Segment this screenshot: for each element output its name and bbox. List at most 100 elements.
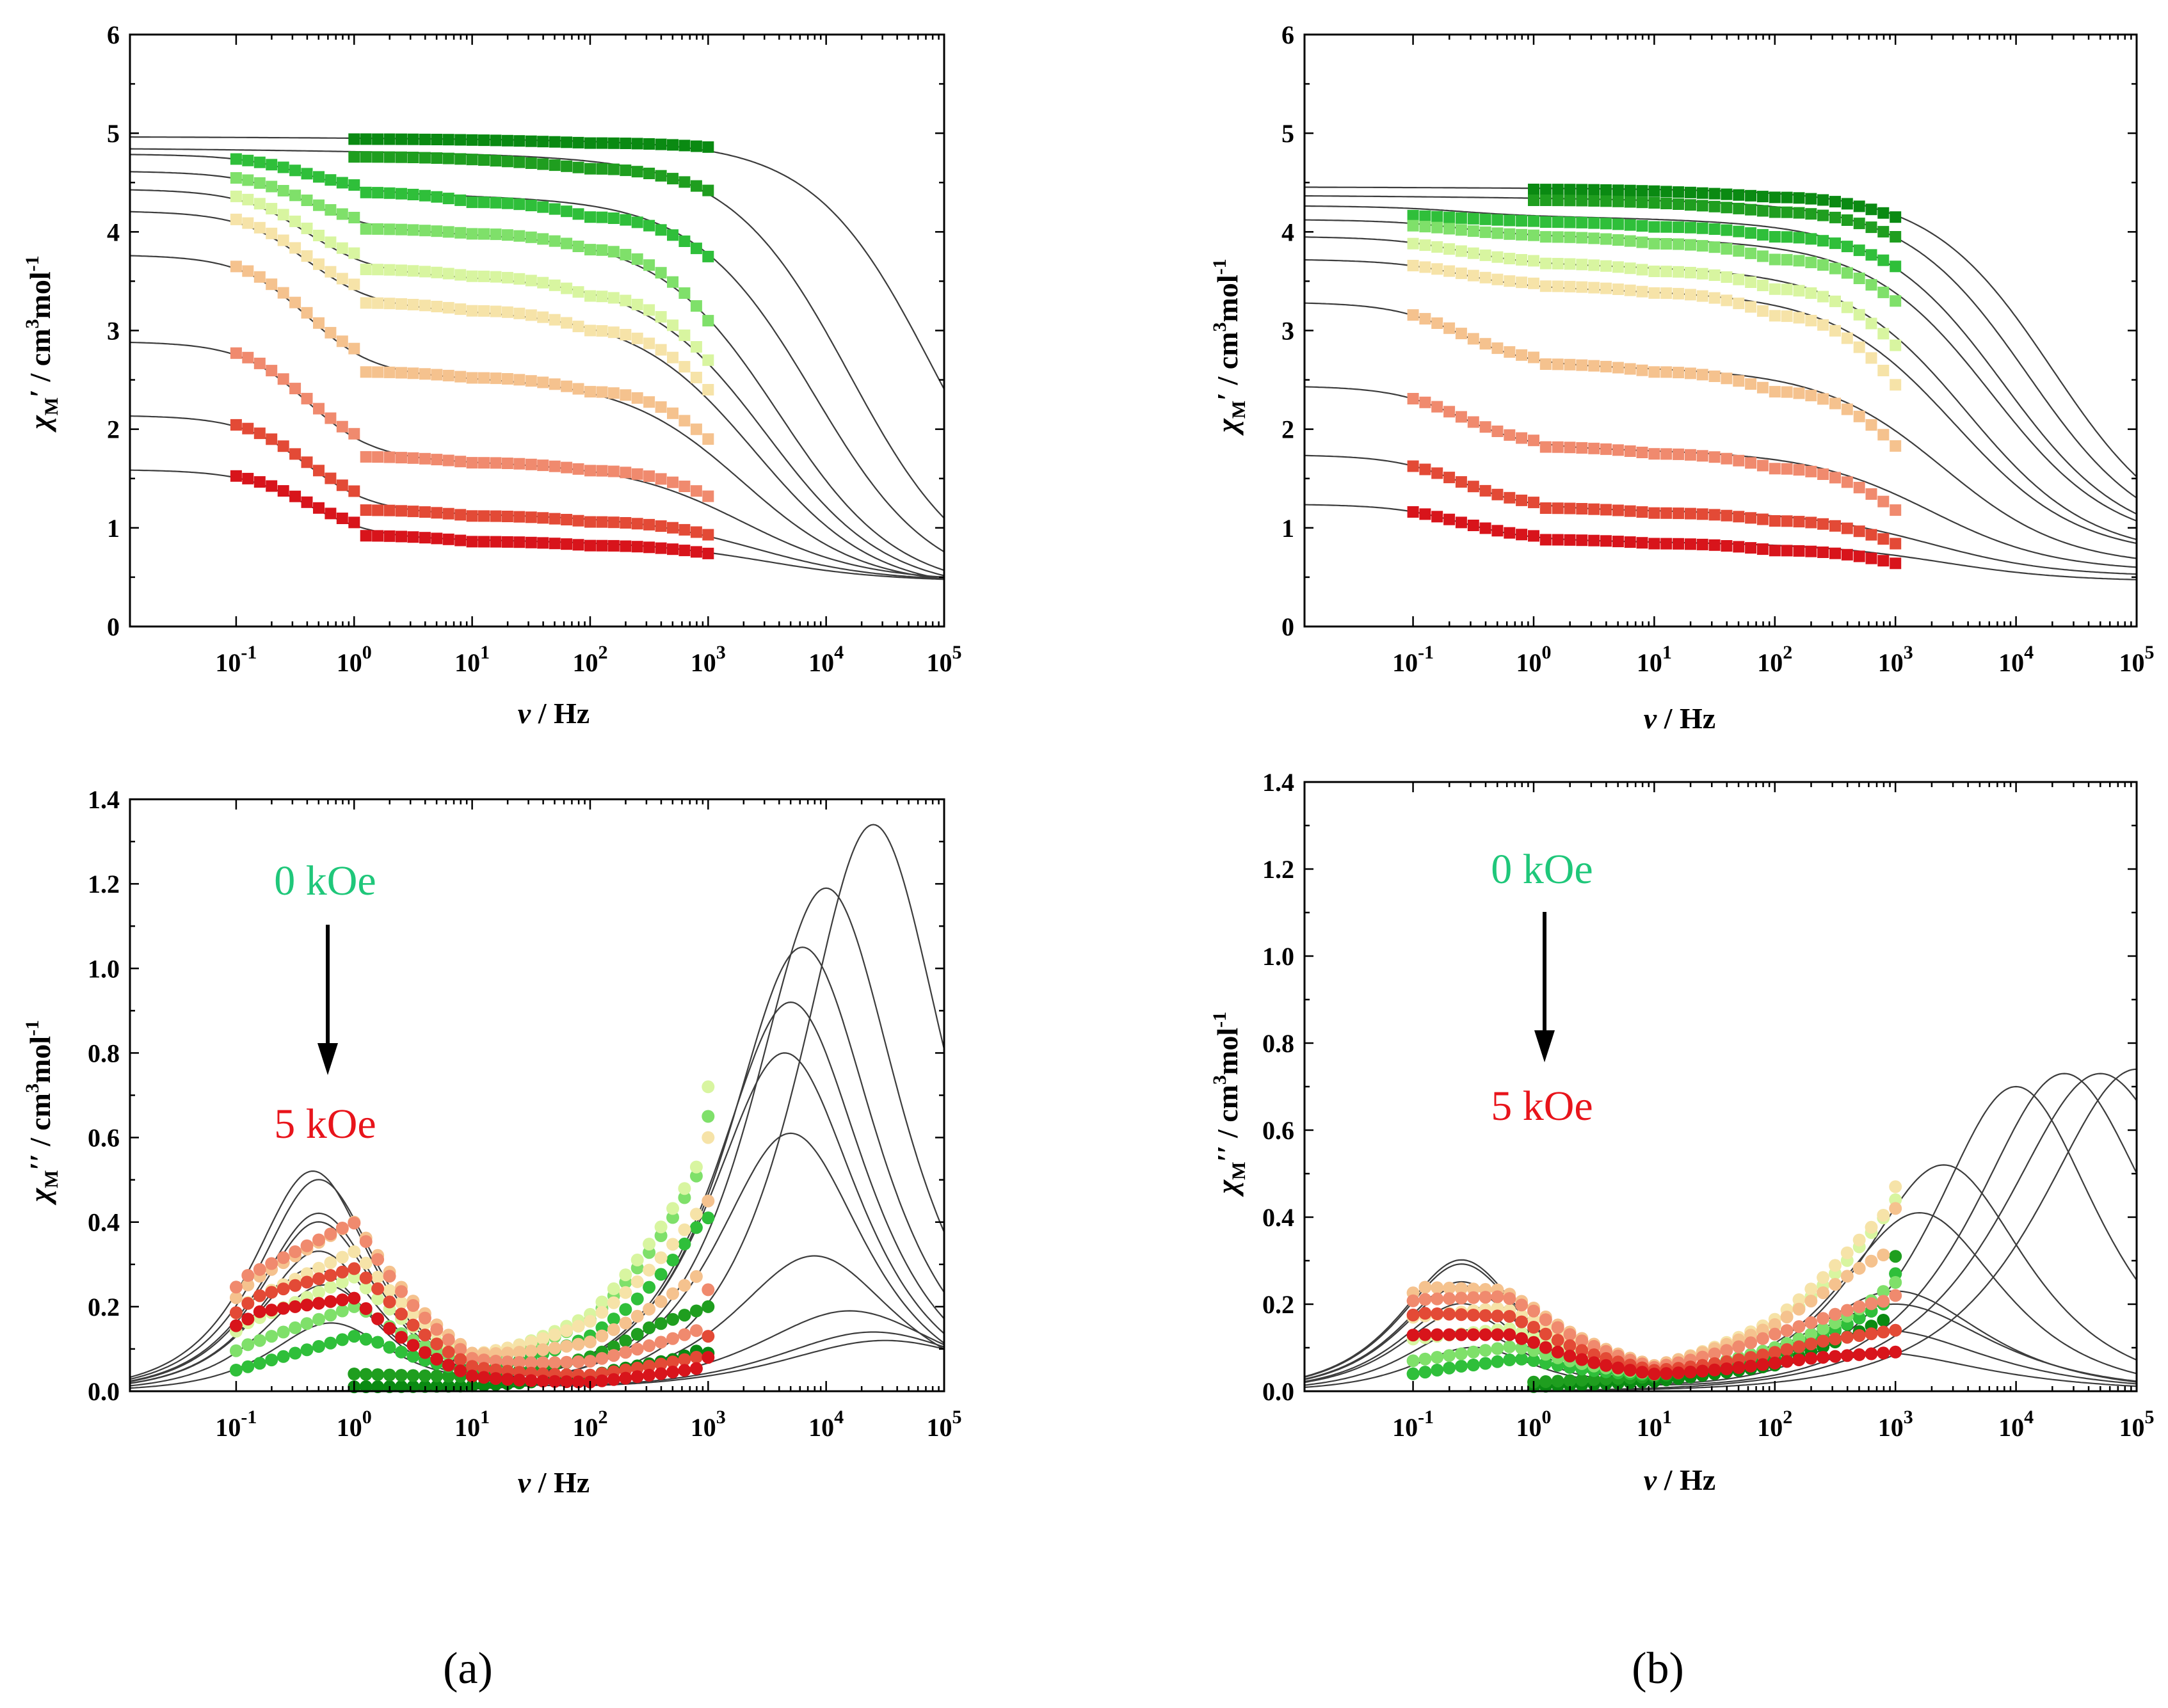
data-point bbox=[359, 1256, 373, 1270]
data-point bbox=[266, 480, 278, 492]
data-point bbox=[419, 189, 431, 202]
data-point bbox=[359, 1235, 373, 1249]
data-point bbox=[396, 505, 407, 517]
data-point bbox=[1479, 1291, 1492, 1304]
data-point bbox=[230, 172, 242, 184]
data-point bbox=[431, 532, 443, 545]
data-point bbox=[654, 1251, 668, 1265]
data-point bbox=[478, 196, 490, 209]
data-point bbox=[454, 303, 467, 315]
x-axis-label-a-bottom: ν / Hz bbox=[518, 1466, 590, 1499]
data-point bbox=[1419, 261, 1431, 273]
data-point bbox=[1708, 292, 1721, 304]
field-label-0-koe-a: 0 kOe bbox=[274, 858, 376, 904]
data-point bbox=[1527, 1321, 1540, 1334]
fit-line bbox=[130, 1001, 944, 1387]
data-point bbox=[1636, 264, 1648, 276]
data-point bbox=[607, 1282, 620, 1295]
data-point bbox=[1792, 1320, 1806, 1333]
x-tick-label: 100 bbox=[337, 1407, 372, 1442]
data-point bbox=[1407, 237, 1419, 250]
data-point bbox=[1745, 301, 1757, 313]
y-tick-label: 1.0 bbox=[88, 954, 120, 983]
data-point bbox=[655, 542, 667, 554]
data-point bbox=[406, 1369, 420, 1382]
data-point bbox=[525, 275, 537, 287]
data-point bbox=[572, 161, 584, 173]
data-point bbox=[1745, 189, 1757, 202]
data-point bbox=[1467, 416, 1479, 428]
data-point bbox=[1467, 247, 1479, 259]
x-tick-label: 105 bbox=[927, 642, 962, 677]
data-point bbox=[360, 223, 372, 235]
data-point bbox=[690, 300, 702, 312]
data-point bbox=[1865, 552, 1877, 564]
data-point bbox=[277, 1350, 290, 1363]
data-point bbox=[1865, 1327, 1878, 1341]
data-point bbox=[595, 1329, 609, 1343]
data-point bbox=[313, 465, 325, 477]
data-point bbox=[572, 383, 584, 395]
chart-a-chi-prime: 0 1 2 3 4 5 6 10-1 100 101 102 103 104 105 ν / Hz χM′… bbox=[22, 20, 962, 730]
data-point bbox=[230, 347, 242, 359]
data-point bbox=[1781, 253, 1793, 266]
data-point bbox=[1516, 349, 1528, 361]
data-point bbox=[266, 278, 278, 291]
data-point bbox=[265, 1304, 278, 1317]
data-point bbox=[348, 1368, 361, 1380]
data-point bbox=[419, 506, 431, 518]
data-point bbox=[431, 134, 443, 145]
data-point bbox=[1503, 1292, 1516, 1305]
data-point bbox=[371, 1270, 385, 1284]
data-point bbox=[442, 226, 454, 238]
data-point bbox=[1648, 538, 1660, 550]
data-point bbox=[1853, 525, 1865, 538]
data-point bbox=[1491, 426, 1504, 437]
data-point bbox=[1696, 187, 1708, 199]
fit-line bbox=[130, 211, 944, 580]
data-point bbox=[372, 451, 384, 463]
data-point bbox=[1564, 358, 1576, 371]
data-point bbox=[1721, 452, 1733, 465]
data-point bbox=[1708, 451, 1721, 463]
data-point bbox=[1817, 1351, 1830, 1364]
data-point bbox=[478, 372, 490, 384]
fit-line bbox=[1305, 504, 2137, 580]
data-point bbox=[395, 1285, 408, 1298]
data-point bbox=[667, 407, 679, 419]
data-point bbox=[324, 1281, 337, 1294]
data-point bbox=[1780, 1355, 1794, 1368]
data-point bbox=[465, 1360, 479, 1373]
data-point bbox=[1636, 220, 1648, 232]
data-point bbox=[360, 264, 372, 275]
data-point bbox=[1443, 472, 1456, 484]
data-point bbox=[1636, 537, 1648, 549]
data-point bbox=[1455, 212, 1467, 224]
data-point bbox=[242, 154, 254, 166]
field-label-5-koe-b: 5 kOe bbox=[1491, 1083, 1593, 1129]
data-point bbox=[1721, 202, 1733, 214]
data-point bbox=[1406, 1367, 1420, 1380]
data-point bbox=[229, 1364, 243, 1377]
data-point bbox=[1466, 1345, 1480, 1359]
data-point bbox=[678, 1309, 691, 1322]
data-point bbox=[336, 420, 348, 433]
data-point bbox=[702, 250, 714, 262]
data-point bbox=[1564, 280, 1576, 292]
data-point bbox=[1588, 534, 1600, 547]
data-point bbox=[1877, 429, 1890, 441]
data-point bbox=[1673, 287, 1685, 299]
data-point bbox=[1696, 240, 1708, 252]
data-point bbox=[549, 203, 561, 215]
data-point bbox=[1732, 1340, 1746, 1353]
data-point bbox=[513, 273, 526, 285]
data-point bbox=[1793, 312, 1805, 324]
data-point bbox=[1551, 1321, 1564, 1334]
fit-line bbox=[130, 1268, 944, 1387]
data-point bbox=[1564, 184, 1576, 196]
data-point bbox=[1708, 1347, 1721, 1361]
data-point bbox=[630, 1370, 644, 1384]
data-point bbox=[419, 133, 431, 145]
data-point bbox=[372, 530, 384, 542]
